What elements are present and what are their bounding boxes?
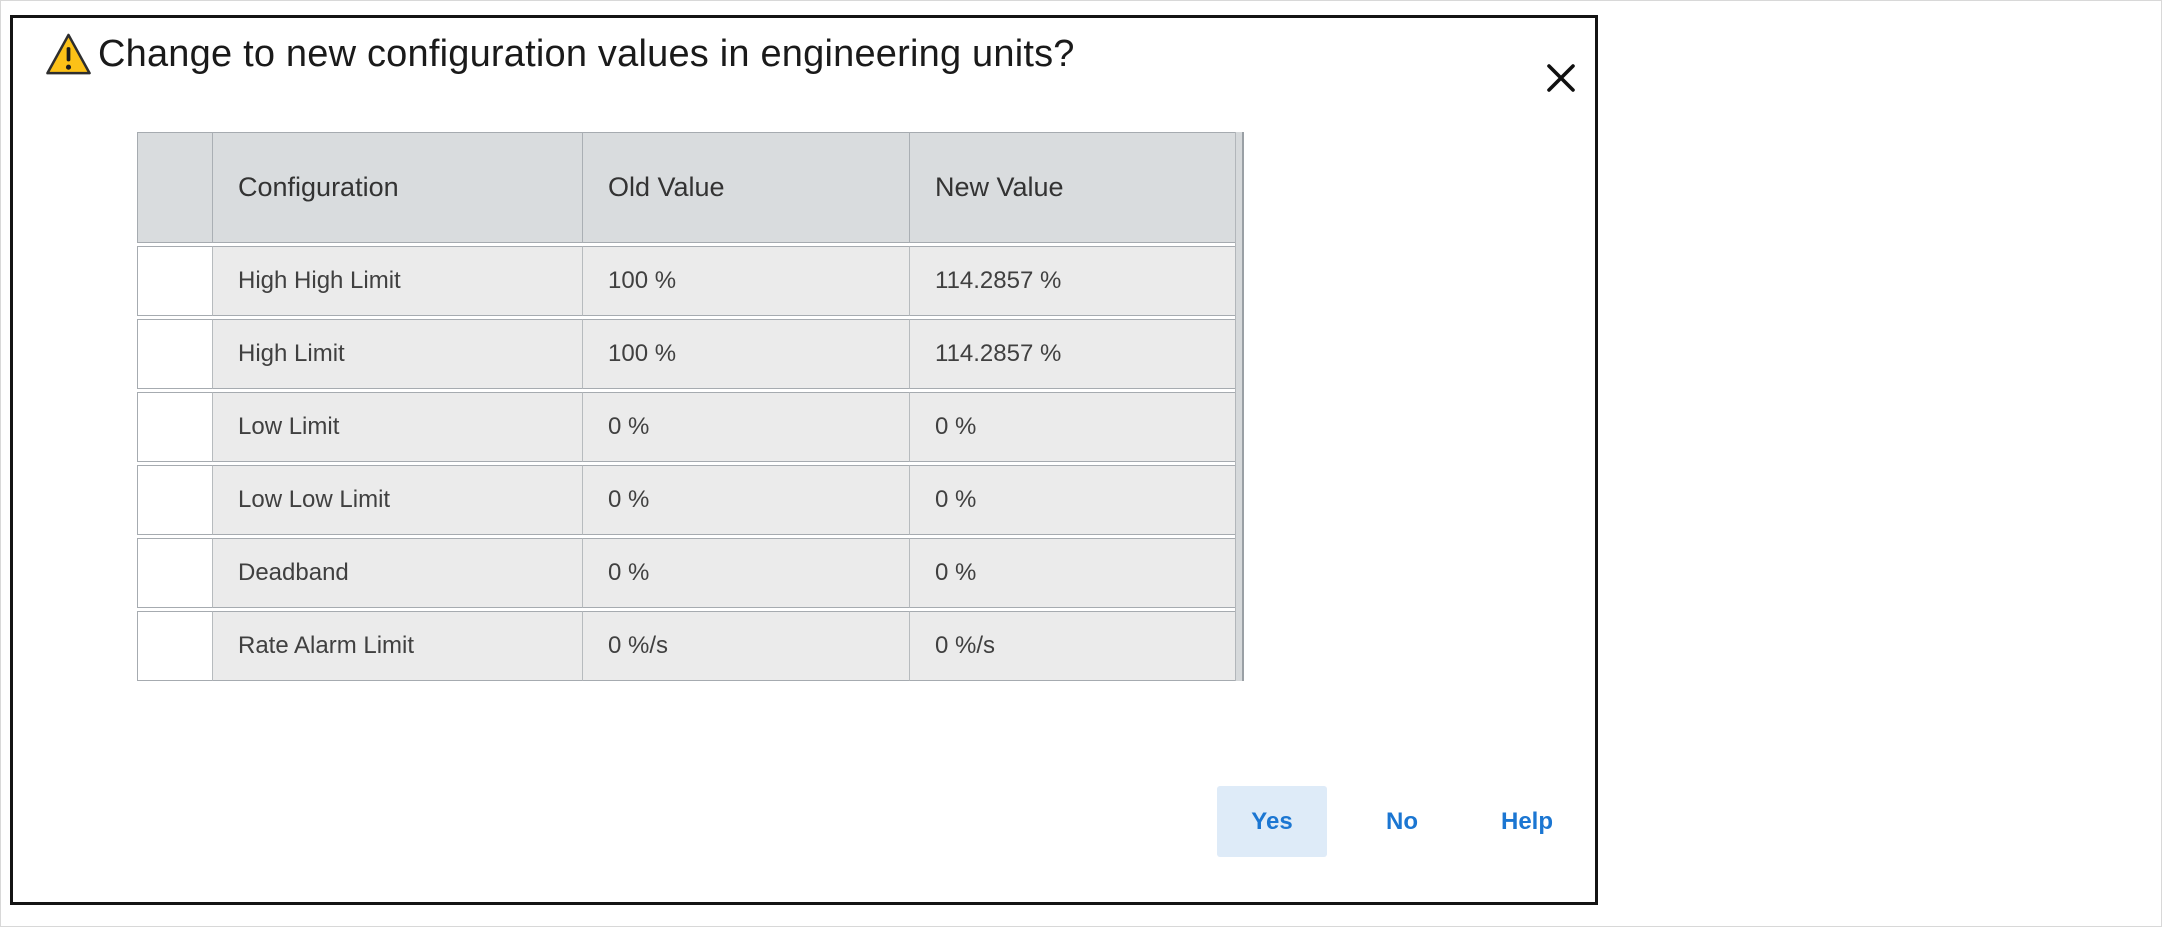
configuration-cell: Deadband: [213, 538, 583, 608]
new-value-cell: 0 %: [910, 392, 1238, 462]
close-button[interactable]: [1541, 58, 1581, 98]
help-button[interactable]: Help: [1477, 786, 1577, 857]
dialog-title: Change to new configuration values in en…: [98, 33, 1075, 75]
configuration-cell: High Limit: [213, 319, 583, 389]
table-body: High High Limit 100 % 114.2857 % High Li…: [137, 246, 1238, 681]
new-value-cell: 0 %/s: [910, 611, 1238, 681]
new-value-cell: 0 %: [910, 538, 1238, 608]
column-header-configuration[interactable]: Configuration: [213, 132, 583, 243]
configuration-cell: Low Low Limit: [213, 465, 583, 535]
row-header-cell[interactable]: [137, 538, 213, 608]
column-header-selector: [137, 132, 213, 243]
yes-button[interactable]: Yes: [1217, 786, 1327, 857]
column-header-old-value[interactable]: Old Value: [583, 132, 910, 243]
table-row[interactable]: High Limit 100 % 114.2857 %: [137, 319, 1238, 389]
table-row[interactable]: Low Low Limit 0 % 0 %: [137, 465, 1238, 535]
new-value-cell: 0 %: [910, 465, 1238, 535]
confirmation-dialog: Change to new configuration values in en…: [10, 15, 1598, 905]
table-scrollbar-strip[interactable]: [1235, 132, 1244, 681]
x-close-icon: [1547, 64, 1575, 92]
table-row[interactable]: High High Limit 100 % 114.2857 %: [137, 246, 1238, 316]
new-value-cell: 114.2857 %: [910, 246, 1238, 316]
configuration-cell: High High Limit: [213, 246, 583, 316]
configuration-cell: Low Limit: [213, 392, 583, 462]
no-button[interactable]: No: [1357, 786, 1447, 857]
row-header-cell[interactable]: [137, 392, 213, 462]
old-value-cell: 0 %: [583, 538, 910, 608]
table-header-row: Configuration Old Value New Value: [137, 132, 1238, 243]
old-value-cell: 100 %: [583, 246, 910, 316]
old-value-cell: 100 %: [583, 319, 910, 389]
dialog-title-row: Change to new configuration values in en…: [45, 32, 1075, 77]
row-header-cell[interactable]: [137, 465, 213, 535]
row-header-cell[interactable]: [137, 611, 213, 681]
new-value-cell: 114.2857 %: [910, 319, 1238, 389]
old-value-cell: 0 %: [583, 392, 910, 462]
old-value-cell: 0 %: [583, 465, 910, 535]
table-row[interactable]: Deadband 0 % 0 %: [137, 538, 1238, 608]
old-value-cell: 0 %/s: [583, 611, 910, 681]
row-header-cell[interactable]: [137, 246, 213, 316]
column-header-new-value[interactable]: New Value: [910, 132, 1238, 243]
configuration-table: Configuration Old Value New Value High H…: [137, 132, 1238, 684]
warning-triangle-icon: [46, 33, 91, 75]
row-header-cell[interactable]: [137, 319, 213, 389]
table-row[interactable]: Rate Alarm Limit 0 %/s 0 %/s: [137, 611, 1238, 681]
dialog-button-row: Yes No Help: [1217, 786, 1577, 857]
configuration-cell: Rate Alarm Limit: [213, 611, 583, 681]
table-row[interactable]: Low Limit 0 % 0 %: [137, 392, 1238, 462]
